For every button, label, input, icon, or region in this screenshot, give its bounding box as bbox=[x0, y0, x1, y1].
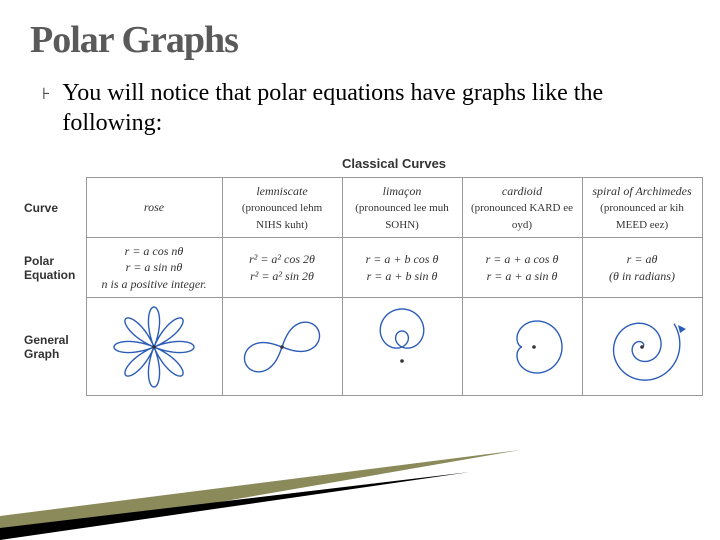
cardioid-icon bbox=[467, 301, 577, 393]
graph-cell-spiral bbox=[582, 298, 702, 396]
curve-cell: cardioid (pronounced KARD ee oyd) bbox=[462, 178, 582, 238]
decorative-swoosh-icon bbox=[0, 420, 720, 540]
bullet-text: You will notice that polar equations hav… bbox=[62, 78, 642, 138]
limacon-icon bbox=[347, 301, 457, 393]
graph-cell-limacon bbox=[342, 298, 462, 396]
curve-cell: spiral of Archimedes (pronounced ar kih … bbox=[582, 178, 702, 238]
row-header-curve: Curve bbox=[22, 178, 86, 238]
bullet-item: ⊦ You will notice that polar equations h… bbox=[42, 78, 690, 138]
curve-cell: rose bbox=[86, 178, 222, 238]
row-header-graph: General Graph bbox=[22, 298, 86, 396]
lemniscate-icon bbox=[227, 301, 337, 393]
curve-cell: limaçon (pronounced lee muh SOHN) bbox=[342, 178, 462, 238]
classical-curves-table: Classical Curves Curve rose lemniscate (… bbox=[22, 152, 703, 396]
eq-cell: r = a + a cos θr = a + a sin θ bbox=[462, 238, 582, 298]
graph-cell-lemniscate bbox=[222, 298, 342, 396]
graph-cell-rose bbox=[86, 298, 222, 396]
slide: Polar Graphs ⊦ You will notice that pola… bbox=[0, 0, 720, 540]
curve-cell: lemniscate (pronounced lehm NIHS kuht) bbox=[222, 178, 342, 238]
rose-icon bbox=[99, 301, 209, 393]
equation-row: Polar Equation r = a cos nθr = a sin nθn… bbox=[22, 238, 702, 298]
graph-cell-cardioid bbox=[462, 298, 582, 396]
eq-cell: r = a cos nθr = a sin nθn is a positive … bbox=[86, 238, 222, 298]
page-title: Polar Graphs bbox=[30, 18, 690, 62]
eq-cell: r = aθ(θ in radians) bbox=[582, 238, 702, 298]
eq-cell: r² = a² cos 2θr² = a² sin 2θ bbox=[222, 238, 342, 298]
eq-cell: r = a + b cos θr = a + b sin θ bbox=[342, 238, 462, 298]
table-title: Classical Curves bbox=[86, 152, 702, 178]
bullet-marker-icon: ⊦ bbox=[42, 84, 50, 104]
table-title-row: Classical Curves bbox=[22, 152, 702, 178]
curve-name-row: Curve rose lemniscate (pronounced lehm N… bbox=[22, 178, 702, 238]
row-header-equation: Polar Equation bbox=[22, 238, 86, 298]
spiral-icon bbox=[587, 301, 697, 393]
graph-row: General Graph bbox=[22, 298, 702, 396]
